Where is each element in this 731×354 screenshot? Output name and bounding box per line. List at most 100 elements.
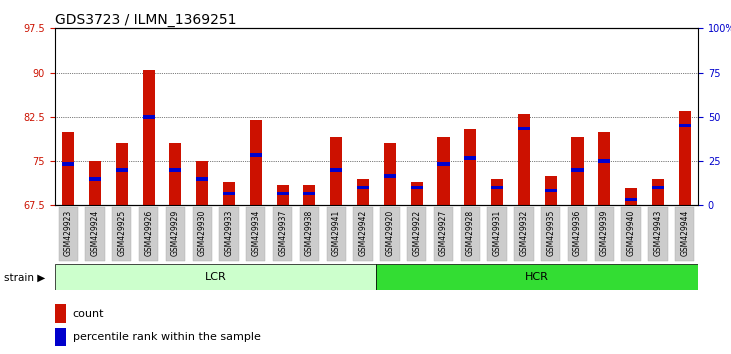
Bar	[55, 304, 67, 323]
Bar	[276, 185, 289, 205]
Text: percentile rank within the sample: percentile rank within the sample	[73, 332, 261, 342]
FancyBboxPatch shape	[192, 207, 212, 261]
Text: GSM429936: GSM429936	[573, 209, 582, 256]
Text: GSM429934: GSM429934	[251, 209, 260, 256]
Text: strain ▶: strain ▶	[4, 273, 45, 283]
Bar	[357, 179, 369, 205]
Text: GSM429929: GSM429929	[171, 209, 180, 256]
Bar	[143, 70, 155, 205]
FancyBboxPatch shape	[568, 207, 587, 261]
FancyBboxPatch shape	[353, 207, 373, 261]
Bar	[598, 159, 610, 163]
Bar	[545, 176, 557, 205]
FancyBboxPatch shape	[86, 207, 105, 261]
Text: GSM429930: GSM429930	[198, 209, 207, 256]
Text: GDS3723 / ILMN_1369251: GDS3723 / ILMN_1369251	[55, 13, 236, 27]
FancyBboxPatch shape	[675, 207, 694, 261]
Bar	[223, 192, 235, 195]
Bar	[678, 124, 691, 127]
Bar	[223, 182, 235, 205]
FancyBboxPatch shape	[461, 207, 480, 261]
Bar	[518, 114, 530, 205]
Text: GSM429938: GSM429938	[305, 209, 314, 256]
Bar	[572, 168, 583, 172]
Bar	[170, 168, 181, 172]
Bar	[572, 137, 583, 205]
FancyBboxPatch shape	[112, 207, 132, 261]
Bar	[196, 177, 208, 181]
Bar	[196, 161, 208, 205]
Bar	[170, 143, 181, 205]
Bar	[464, 129, 477, 205]
Bar	[437, 162, 450, 166]
Bar	[384, 143, 396, 205]
Text: GSM429942: GSM429942	[359, 209, 368, 256]
Text: HCR: HCR	[526, 272, 549, 282]
FancyBboxPatch shape	[55, 264, 376, 290]
Text: count: count	[73, 309, 105, 319]
Bar	[384, 174, 396, 178]
Text: GSM429927: GSM429927	[439, 209, 448, 256]
FancyBboxPatch shape	[58, 207, 78, 261]
Text: LCR: LCR	[205, 272, 227, 282]
FancyBboxPatch shape	[139, 207, 159, 261]
Text: GSM429920: GSM429920	[385, 209, 394, 256]
FancyBboxPatch shape	[300, 207, 319, 261]
Bar	[89, 177, 101, 181]
Text: GSM429935: GSM429935	[546, 209, 555, 256]
Text: GSM429924: GSM429924	[91, 209, 99, 256]
Bar	[491, 186, 503, 189]
Text: GSM429931: GSM429931	[493, 209, 501, 256]
Bar	[330, 168, 342, 172]
FancyBboxPatch shape	[541, 207, 561, 261]
Bar	[491, 179, 503, 205]
Bar	[143, 115, 155, 119]
Bar	[652, 179, 664, 205]
FancyBboxPatch shape	[407, 207, 426, 261]
Bar	[357, 186, 369, 189]
FancyBboxPatch shape	[376, 264, 698, 290]
Text: GSM429932: GSM429932	[520, 209, 529, 256]
Bar	[115, 168, 128, 172]
FancyBboxPatch shape	[219, 207, 239, 261]
FancyBboxPatch shape	[621, 207, 641, 261]
Text: GSM429933: GSM429933	[224, 209, 233, 256]
Bar	[678, 111, 691, 205]
Text: GSM429937: GSM429937	[279, 209, 287, 256]
Text: GSM429943: GSM429943	[654, 209, 662, 256]
Bar	[625, 198, 637, 201]
Text: GSM429928: GSM429928	[466, 210, 474, 256]
Text: GSM429923: GSM429923	[64, 209, 72, 256]
Text: GSM429941: GSM429941	[332, 209, 341, 256]
Bar	[411, 182, 423, 205]
FancyBboxPatch shape	[648, 207, 667, 261]
Bar	[652, 186, 664, 189]
FancyBboxPatch shape	[166, 207, 185, 261]
FancyBboxPatch shape	[488, 207, 507, 261]
Bar	[303, 185, 316, 205]
Bar	[250, 120, 262, 205]
Text: GSM429926: GSM429926	[144, 209, 153, 256]
Bar	[545, 189, 557, 192]
Text: GSM429944: GSM429944	[681, 209, 689, 256]
Bar	[303, 192, 316, 195]
FancyBboxPatch shape	[246, 207, 265, 261]
Bar	[62, 132, 75, 205]
Bar	[250, 153, 262, 157]
FancyBboxPatch shape	[380, 207, 400, 261]
Text: GSM429922: GSM429922	[412, 210, 421, 256]
FancyBboxPatch shape	[514, 207, 534, 261]
FancyBboxPatch shape	[327, 207, 346, 261]
Bar	[598, 132, 610, 205]
Text: GSM429940: GSM429940	[626, 209, 635, 256]
FancyBboxPatch shape	[433, 207, 453, 261]
Text: GSM429925: GSM429925	[118, 209, 126, 256]
FancyBboxPatch shape	[594, 207, 614, 261]
Bar	[437, 137, 450, 205]
Text: GSM429939: GSM429939	[600, 209, 609, 256]
Bar	[330, 137, 342, 205]
Bar	[276, 192, 289, 195]
Bar	[625, 188, 637, 205]
Bar	[89, 161, 101, 205]
Bar	[464, 156, 477, 160]
